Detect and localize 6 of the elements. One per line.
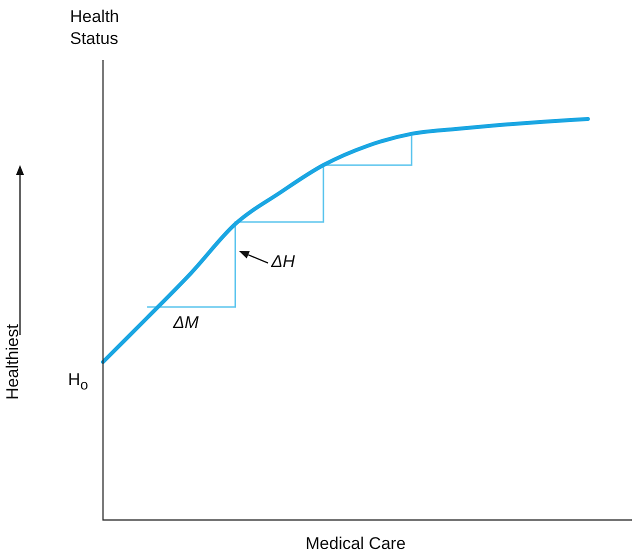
x-axis-title: Medical Care — [306, 534, 406, 554]
y-axis-title: Health Status — [70, 6, 120, 50]
text: H$_{o}$ — [68, 370, 88, 394]
text: Healthiest — [2, 324, 23, 400]
annotation: ΔM — [173, 313, 199, 334]
annotation: ΔH — [271, 252, 295, 272]
